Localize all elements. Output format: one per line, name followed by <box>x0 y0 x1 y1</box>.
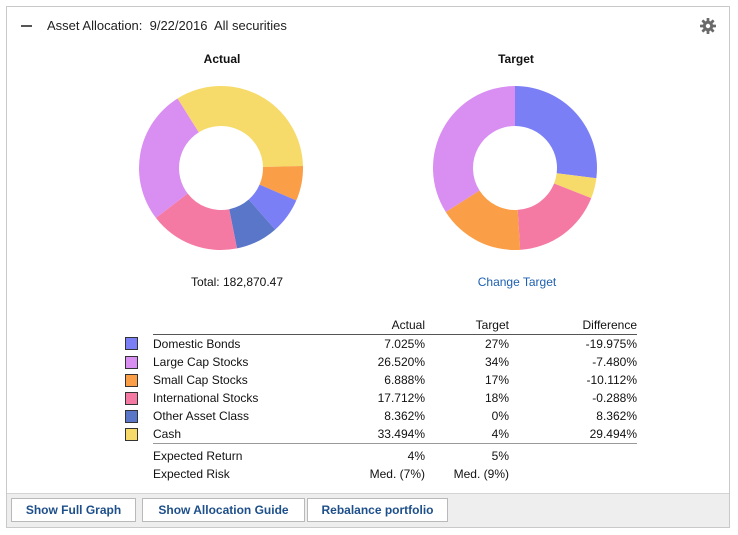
difference-percent: -0.288% <box>592 391 637 405</box>
show-allocation-guide-button[interactable]: Show Allocation Guide <box>142 498 305 522</box>
difference-percent: -19.975% <box>585 337 637 351</box>
table-row: Domestic Bonds 7.025% 27% -19.975% <box>117 335 637 354</box>
asset-class-name: Small Cap Stocks <box>153 373 248 387</box>
difference-percent: -10.112% <box>586 373 637 387</box>
show-full-graph-button[interactable]: Show Full Graph <box>11 498 136 522</box>
table-row: Large Cap Stocks 26.520% 34% -7.480% <box>117 353 637 371</box>
target-percent: 34% <box>484 355 509 369</box>
summary-target: Med. (9%) <box>453 467 509 481</box>
target-percent: 4% <box>425 425 509 444</box>
actual-percent: 7.025% <box>384 337 425 351</box>
actual-percent: 6.888% <box>384 373 425 387</box>
header-target: Target <box>425 316 509 335</box>
difference-percent: 29.494% <box>509 425 637 444</box>
slice-international-stocks <box>517 183 592 250</box>
footer-bar: Show Full Graph Show Allocation Guide Re… <box>7 493 729 527</box>
slice-domestic-bonds <box>515 86 597 179</box>
slice-cash <box>554 173 597 199</box>
summary-target: 5% <box>491 449 509 463</box>
actual-percent: 33.494% <box>311 425 425 444</box>
slice-international-stocks <box>155 193 237 250</box>
legend-swatch <box>125 409 138 423</box>
asset-class-name: Domestic Bonds <box>153 337 241 351</box>
header-actual: Actual <box>311 316 425 335</box>
legend-swatch <box>125 355 138 369</box>
table-row: Cash 33.494% 4% 29.494% <box>117 425 637 444</box>
allocation-table: Actual Target Difference Domestic Bonds 7… <box>117 316 637 483</box>
rebalance-portfolio-button[interactable]: Rebalance portfolio <box>307 498 448 522</box>
table-row: Small Cap Stocks 6.888% 17% -10.112% <box>117 371 637 389</box>
slice-small-cap-stocks <box>259 165 303 201</box>
asset-class-name: Large Cap Stocks <box>153 355 249 369</box>
summary-actual: 4% <box>407 449 425 463</box>
target-chart-title: Target <box>498 52 534 66</box>
actual-chart-title: Actual <box>203 52 241 66</box>
asset-class-name: Cash <box>153 425 311 444</box>
difference-percent: -7.480% <box>592 355 637 369</box>
target-percent: 27% <box>484 337 509 351</box>
table-row: International Stocks 17.712% 18% -0.288% <box>117 389 637 407</box>
slice-other-asset-class <box>229 199 276 249</box>
summary-row: Expected Risk Med. (7%) Med. (9%) <box>117 465 637 483</box>
actual-percent: 17.712% <box>377 391 425 405</box>
target-percent: 17% <box>484 373 509 387</box>
summary-label: Expected Return <box>153 449 243 463</box>
target-donut-chart <box>433 86 597 250</box>
gear-icon[interactable] <box>699 17 717 35</box>
actual-donut-chart <box>139 86 303 250</box>
target-percent: 18% <box>484 391 509 405</box>
slice-large-cap-stocks <box>139 98 199 218</box>
slice-cash <box>177 86 303 167</box>
legend-swatch <box>125 427 138 441</box>
actual-percent: 26.520% <box>377 355 425 369</box>
minus-icon[interactable] <box>21 25 32 27</box>
asset-allocation-panel: Asset Allocation: 9/22/2016 All securiti… <box>6 6 730 528</box>
summary-label: Expected Risk <box>153 467 230 481</box>
header-difference: Difference <box>509 316 637 335</box>
difference-percent: 8.362% <box>596 409 637 423</box>
slice-domestic-bonds <box>248 184 297 230</box>
legend-swatch <box>125 391 138 405</box>
asset-class-name: International Stocks <box>153 391 259 405</box>
panel-title: Asset Allocation: 9/22/2016 All securiti… <box>47 18 287 33</box>
actual-percent: 8.362% <box>384 409 425 423</box>
panel-header: Asset Allocation: 9/22/2016 All securiti… <box>7 7 729 45</box>
legend-swatch <box>125 337 138 351</box>
legend-swatch <box>125 373 138 387</box>
table-header-row: Actual Target Difference <box>117 316 637 335</box>
table-row: Other Asset Class 8.362% 0% 8.362% <box>117 407 637 425</box>
target-percent: 0% <box>491 409 509 423</box>
change-target-link[interactable]: Change Target <box>477 275 557 289</box>
asset-class-name: Other Asset Class <box>153 409 250 423</box>
summary-row: Expected Return 4% 5% <box>117 447 637 465</box>
total-value: Total: 182,870.47 <box>190 275 284 289</box>
slice-large-cap-stocks <box>433 86 515 212</box>
slice-small-cap-stocks <box>445 190 521 250</box>
summary-actual: Med. (7%) <box>369 467 425 481</box>
